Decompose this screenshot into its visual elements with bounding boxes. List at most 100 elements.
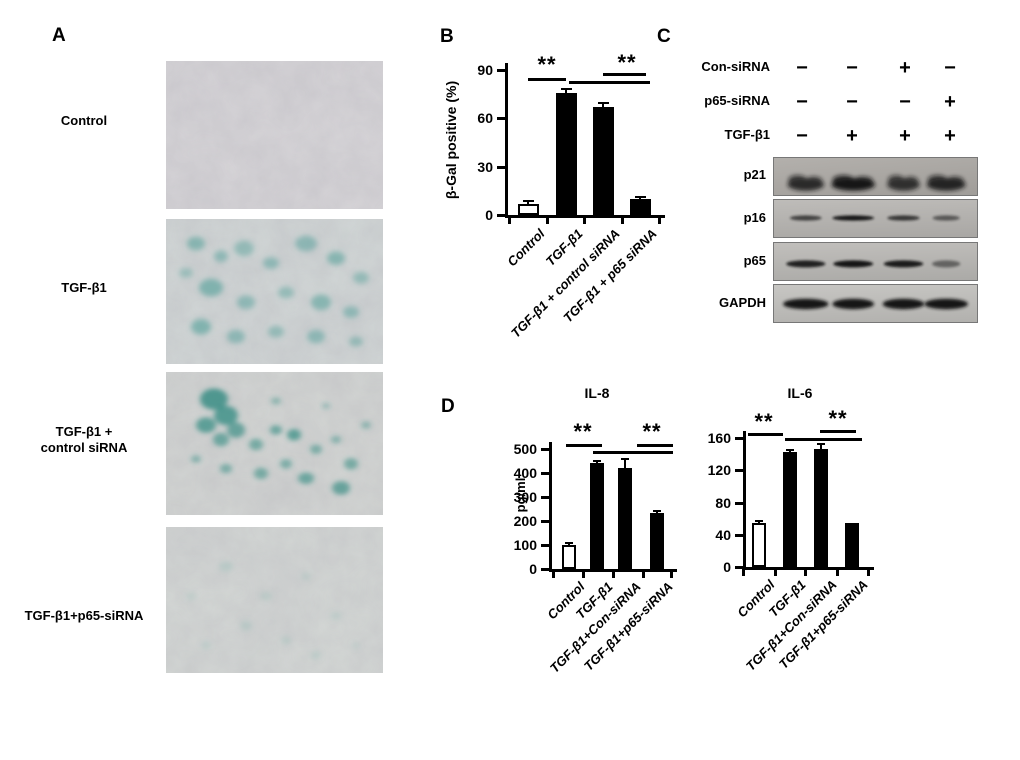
- error-bar-cap: [755, 520, 763, 523]
- y-tick-label: 200: [513, 513, 537, 529]
- condition-symbol: +: [944, 125, 956, 147]
- x-tick: [774, 569, 777, 576]
- error-bar: [820, 444, 822, 450]
- condition-label-Con-siRNA: Con-siRNA: [701, 59, 770, 74]
- condition-symbol: −: [899, 91, 911, 113]
- il8-chart: IL-8 pg/ml ** ** 0 100 200 300 400 500 Control…: [500, 385, 715, 705]
- error-bar: [565, 89, 567, 93]
- il8-title: IL-8: [584, 385, 610, 401]
- cell-micrograph-image: [166, 219, 383, 364]
- y-tick: [497, 214, 506, 217]
- bar-TGF-β1+Con-siRNA: [618, 468, 632, 569]
- condition-symbol: −: [796, 125, 808, 147]
- bar-Control: [562, 545, 576, 569]
- y-tick: [497, 69, 506, 72]
- bar-TGF-β1+Con-siRNA: [814, 449, 828, 567]
- blot-bands: [787, 175, 966, 191]
- beta-gal-y-axis-label: β-Gal positive (%): [443, 80, 459, 200]
- y-tick: [497, 117, 506, 121]
- error-bar-cap: [653, 510, 661, 513]
- bar-TGF-β1: [555, 92, 577, 215]
- x-axis: [505, 215, 665, 218]
- micrograph-p65-sirna: [166, 527, 383, 673]
- error-bar-cap: [597, 102, 609, 105]
- x-tick: [552, 571, 555, 578]
- condition-symbol: −: [846, 91, 858, 113]
- micrograph-label-tgfb1: TGF-β1: [61, 280, 107, 295]
- bar-TGF-β1: [783, 451, 797, 567]
- y-tick-label: 0: [723, 559, 731, 575]
- x-tick: [658, 217, 661, 224]
- error-bar-cap: [565, 542, 573, 545]
- significance-line: [566, 444, 602, 447]
- micrograph-label-control: Control: [60, 113, 108, 128]
- x-tick: [642, 571, 645, 578]
- y-tick-label: 0: [485, 207, 493, 223]
- condition-label-p65-siRNA: p65-siRNA: [704, 93, 770, 108]
- x-tick: [670, 571, 673, 578]
- significance-line: [528, 78, 566, 81]
- error-bar: [527, 201, 529, 204]
- significance-line: [603, 73, 646, 76]
- x-axis: [743, 567, 874, 570]
- micrograph-tgfb1: [166, 219, 383, 364]
- blot-label-p21: p21: [743, 167, 766, 182]
- x-tick: [612, 571, 615, 578]
- x-tick: [508, 217, 511, 224]
- y-tick-label: 400: [513, 465, 537, 481]
- y-tick-label: 100: [513, 537, 537, 553]
- cell-micrograph-image: [166, 527, 383, 673]
- cell-micrograph-image: [166, 61, 383, 209]
- significance-marker: **: [642, 419, 662, 444]
- significance-line: [785, 438, 862, 441]
- condition-symbol: −: [846, 57, 858, 79]
- y-axis: [549, 442, 552, 571]
- condition-symbol: +: [899, 125, 911, 147]
- condition-symbol: −: [944, 57, 956, 79]
- x-tick: [804, 569, 807, 576]
- micrograph-control: [166, 61, 383, 209]
- y-tick-label: 160: [707, 430, 731, 446]
- beta-gal-chart: β-Gal positive (%) ** ** 0 30 60 90 Control T…: [443, 52, 672, 360]
- blot-bands: [786, 260, 961, 268]
- western-blot-p65: [773, 242, 978, 281]
- western-blot-p21: [773, 157, 978, 196]
- y-tick: [497, 165, 506, 169]
- x-tick: [742, 569, 745, 576]
- error-bar-cap: [634, 196, 646, 199]
- bar-TGF-β1 + control siRNA: [592, 107, 614, 215]
- bar-Control: [517, 203, 539, 215]
- western-blot-gapdh: [773, 284, 978, 323]
- error-bar-cap: [593, 460, 601, 463]
- significance-marker: **: [573, 419, 593, 444]
- bar-TGF-β1: [590, 463, 604, 569]
- significance-line: [593, 451, 673, 454]
- x-tick: [583, 217, 586, 224]
- x-tick: [867, 569, 870, 576]
- y-tick: [735, 566, 744, 569]
- y-tick-label: 60: [477, 110, 493, 127]
- panel-a-letter: A: [52, 25, 66, 46]
- error-bar-cap: [786, 449, 794, 452]
- y-tick: [735, 469, 744, 473]
- micrograph-control-sirna: [166, 372, 383, 515]
- y-tick-label: 120: [707, 462, 731, 479]
- cell-micrograph-image: [166, 372, 383, 515]
- blot-bands: [789, 215, 960, 221]
- significance-marker: **: [754, 409, 774, 434]
- significance-line: [820, 430, 856, 433]
- blot-label-gapdh: GAPDH: [719, 295, 766, 310]
- significance-line: [637, 444, 673, 447]
- significance-marker: **: [537, 52, 557, 77]
- y-tick-label: 40: [715, 526, 731, 543]
- y-tick: [541, 568, 550, 571]
- blot-bands: [783, 298, 968, 310]
- condition-symbol: +: [944, 91, 956, 113]
- y-tick: [541, 520, 550, 523]
- significance-marker: **: [617, 50, 637, 75]
- condition-symbol: +: [846, 125, 858, 147]
- y-tick: [541, 448, 550, 451]
- x-tick: [621, 217, 624, 224]
- x-tick: [582, 571, 585, 578]
- blot-label-p16: p16: [743, 210, 766, 225]
